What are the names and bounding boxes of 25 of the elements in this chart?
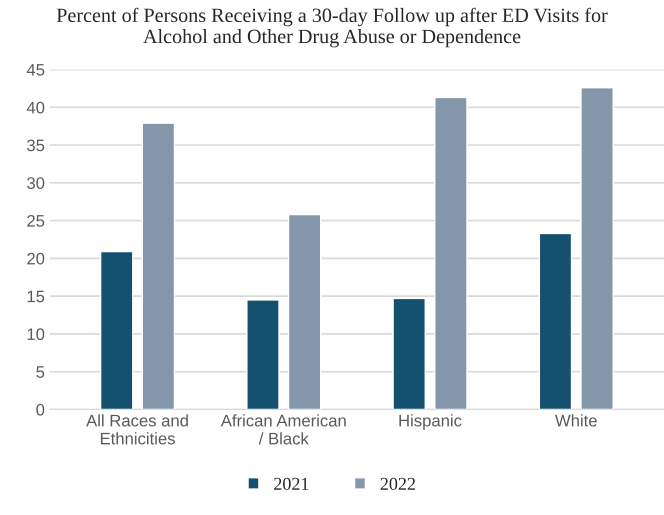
bar — [142, 122, 176, 410]
x-tick-label: Hispanic — [399, 414, 462, 430]
bar — [434, 96, 468, 410]
y-tick-label: 15 — [28, 290, 44, 302]
y-tick-label: 45 — [26, 64, 44, 76]
x-tick-label: White — [555, 414, 597, 427]
x-tick-label: African American / Black — [220, 414, 346, 444]
y-tick-label: 20 — [27, 252, 44, 265]
bar — [392, 298, 426, 410]
y-tick-label: 40 — [26, 102, 44, 114]
bar — [288, 214, 322, 410]
y-tick-label: 0 — [36, 404, 44, 416]
y-tick-label: 35 — [27, 139, 44, 152]
y-tick-label: 30 — [27, 177, 44, 190]
legend-label: 2021 — [274, 478, 308, 490]
bar — [246, 299, 280, 410]
bar — [538, 232, 572, 410]
chart-title: Percent of Persons Receiving a 30-day Follow up after ED Visits for Alcohol and Other Drug Abuse or Dependence — [56, 8, 608, 48]
bar — [580, 86, 614, 410]
y-tick-label: 5 — [36, 366, 44, 378]
y-tick-label: 25 — [27, 214, 44, 227]
bar — [100, 250, 134, 410]
legend-label: 2022 — [380, 478, 415, 490]
x-tick-label: All Races and Ethnicities — [86, 414, 188, 444]
y-tick-label: 10 — [28, 328, 44, 340]
